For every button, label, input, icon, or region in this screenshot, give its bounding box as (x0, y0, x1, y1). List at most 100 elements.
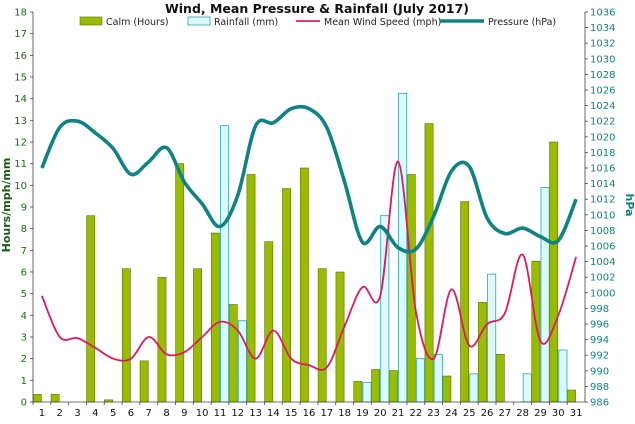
y-tick-label: 16 (14, 51, 27, 62)
legend-label-pressure: Pressure (hPa) (488, 17, 556, 28)
y2-tick-label: 998 (590, 304, 609, 315)
y-tick-label: 4 (21, 311, 27, 322)
y2-tick-label: 1020 (590, 132, 615, 143)
pressure-line (40, 104, 578, 254)
rain-bar (362, 382, 372, 403)
x-tick-label: 18 (338, 408, 351, 419)
calm-bar (406, 174, 416, 403)
calm-bar (442, 375, 452, 403)
calm-bar (549, 141, 559, 403)
legend-swatch-rain (187, 16, 211, 26)
x-tick-label: 15 (285, 408, 298, 419)
calm-bar (567, 389, 576, 403)
rain-bar (522, 373, 532, 403)
rain-bar (469, 373, 479, 403)
y2-tick-label: 1008 (590, 226, 615, 237)
calm-bar (193, 268, 202, 403)
x-tick-label: 4 (92, 408, 98, 419)
rain-bar (220, 125, 230, 403)
y-tick-label: 13 (14, 116, 27, 127)
bars-layer (32, 92, 576, 403)
y2-tick-label: 1034 (590, 23, 615, 34)
rain-bar (487, 273, 497, 403)
y2-tick-label: 996 (590, 320, 609, 331)
y-tick-label: 2 (21, 354, 27, 365)
x-tick-label: 23 (427, 408, 440, 419)
y2-tick-label: 986 (590, 398, 609, 409)
x-tick-label: 19 (356, 408, 369, 419)
rain-bar (558, 349, 568, 403)
y-tick-label: 18 (14, 8, 27, 19)
calm-bar (299, 167, 309, 403)
x-tick-label: 21 (392, 408, 405, 419)
calm-bar (389, 370, 398, 403)
x-tick-label: 14 (267, 408, 280, 419)
calm-bar (460, 201, 470, 403)
y2-tick-label: 1004 (590, 257, 615, 268)
y2-axis-label: hPa (623, 193, 635, 216)
legend-label-calm: Calm (Hours) (106, 17, 169, 28)
x-tick-label: 26 (481, 408, 494, 419)
x-tick-label: 8 (163, 408, 169, 419)
x-tick-label: 9 (181, 408, 187, 419)
calm-bar (50, 394, 60, 403)
calm-bar (175, 163, 185, 403)
x-tick-label: 10 (196, 408, 209, 419)
y2-tick-label: 990 (590, 366, 609, 377)
y2-tick-label: 1002 (590, 273, 615, 284)
x-tick-label: 16 (303, 408, 316, 419)
x-tick-label: 28 (516, 408, 529, 419)
rain-bar (433, 353, 443, 403)
x-tick-label: 27 (499, 408, 512, 419)
y2-tick-label: 988 (590, 382, 609, 393)
y-tick-label: 0 (21, 398, 27, 409)
x-tick-label: 3 (74, 408, 80, 419)
calm-bar (32, 394, 42, 403)
x-tick-label: 17 (320, 408, 333, 419)
y-tick-label: 7 (21, 246, 27, 257)
calm-bar (246, 174, 256, 403)
y-tick-label: 14 (14, 94, 27, 105)
x-tick-label: 7 (146, 408, 152, 419)
x-tick-label: 22 (409, 408, 422, 419)
calm-bar (210, 232, 220, 403)
calm-bar (371, 369, 381, 403)
y-axis-label: Hours/mph/mm (0, 158, 13, 253)
axes-layer: 0123456789101112131415161718986988990992… (14, 8, 615, 420)
x-tick-label: 11 (214, 408, 227, 419)
calm-bar (157, 277, 167, 403)
calm-bar (478, 302, 487, 403)
x-tick-label: 13 (249, 408, 262, 419)
y-tick-label: 9 (21, 203, 27, 214)
calm-bar (228, 304, 238, 403)
x-tick-label: 29 (534, 408, 547, 419)
x-tick-label: 2 (57, 408, 63, 419)
calm-bar (424, 123, 434, 403)
rain-bar (415, 358, 425, 403)
x-tick-label: 12 (231, 408, 244, 419)
x-tick-label: 24 (445, 408, 458, 419)
calm-bar (139, 360, 149, 403)
x-tick-label: 31 (570, 408, 583, 419)
x-tick-label: 6 (128, 408, 134, 419)
calm-bar (121, 268, 131, 403)
y-tick-label: 10 (14, 181, 27, 192)
y2-tick-label: 1024 (590, 101, 615, 112)
y2-tick-label: 1006 (590, 242, 615, 253)
wind-speed-line (41, 160, 577, 371)
y-tick-label: 15 (14, 73, 27, 84)
legend-label-wind: Mean Wind Speed (mph) (324, 17, 441, 28)
y2-tick-label: 994 (590, 335, 609, 346)
calm-bar (495, 354, 505, 403)
lines-layer (40, 104, 578, 371)
legend-swatch-calm (79, 16, 103, 26)
y2-tick-label: 1016 (590, 164, 615, 175)
y2-tick-label: 992 (590, 351, 609, 362)
x-tick-label: 20 (374, 408, 387, 419)
y-tick-label: 12 (14, 138, 27, 149)
calm-bar (353, 381, 363, 403)
legend-label-rain: Rainfall (mm) (214, 17, 278, 28)
calm-bar (317, 268, 327, 403)
